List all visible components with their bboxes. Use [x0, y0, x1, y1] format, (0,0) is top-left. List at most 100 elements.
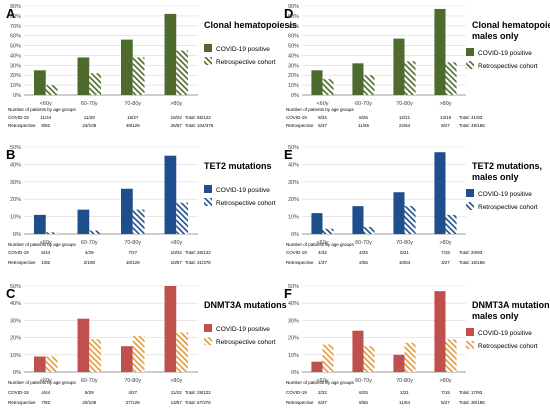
bar-retro: [176, 332, 188, 372]
y-tick-label: 70%: [10, 24, 21, 30]
legend-label: COVID-19 positive: [478, 191, 532, 198]
x-tick-label: 60-70y: [81, 101, 98, 107]
y-tick-label: 10%: [288, 353, 299, 359]
y-tick-label: 20%: [288, 336, 299, 342]
table-cell: 3/27: [441, 260, 450, 265]
legend-label: Retrospective cohort: [216, 339, 276, 346]
table-row-label: COVID-19: [8, 115, 29, 120]
panel-d: D 0% 10% 20% 30% 40% 50% 60% 70% 80% 90% <60y 60-70y…: [284, 4, 550, 128]
bar-retro: [445, 214, 457, 234]
panel-b: B 0% 10% 20% 30% 40% 50% <60y 60-70y 70-80y >80y TE…: [6, 145, 276, 265]
x-tick-label: 60-70y: [81, 240, 98, 246]
x-tick-label: 70-80y: [396, 378, 413, 384]
y-tick-label: 30%: [10, 318, 21, 324]
panel-letter: A: [6, 6, 16, 21]
table-cell: 48/129: [126, 123, 140, 128]
bar-retro: [89, 339, 101, 372]
x-tick-label: <60y: [40, 378, 52, 384]
bar-retro: [445, 339, 457, 372]
y-tick-label: 20%: [10, 197, 21, 203]
table-total: Total: 104/376: [185, 123, 214, 128]
chart-title: TET2 mutations: [204, 161, 272, 171]
y-tick-label: 30%: [288, 63, 299, 69]
y-tick-label: 10%: [10, 83, 21, 89]
bar-covid: [34, 70, 46, 95]
table-cell: 9/27: [441, 123, 450, 128]
table-cell: 13/57: [171, 400, 183, 405]
panel-c: C 0% 10% 20% 30% 40% 50% <60y 60-70y 70-80y >80y DN…: [6, 284, 287, 405]
table-row-label: COVID-19: [8, 390, 29, 395]
x-tick-label: >80y: [439, 378, 451, 384]
y-tick-label: 40%: [10, 162, 21, 168]
table-total: Total: 28/122: [185, 390, 211, 395]
table-header: Number of patients by age groups: [8, 242, 77, 247]
y-tick-label: 30%: [288, 180, 299, 186]
bar-retro: [176, 50, 188, 95]
bar-covid: [311, 70, 323, 95]
y-tick-label: 10%: [10, 353, 21, 359]
x-tick-label: >80y: [439, 240, 451, 246]
bar-covid: [121, 188, 133, 234]
table-cell: 2/108: [84, 260, 96, 265]
table-total: Total: 41/93: [459, 115, 483, 120]
table-cell: 10/22: [171, 250, 183, 255]
bar-covid: [77, 318, 90, 372]
legend-swatch: [466, 202, 474, 210]
table-header: Number of patients by age groups: [8, 107, 77, 112]
legend-swatch: [204, 57, 212, 65]
bar-retro: [132, 335, 145, 372]
bar-retro: [132, 57, 145, 95]
legend-swatch: [466, 61, 474, 69]
table-cell: 2/32: [318, 390, 327, 395]
y-tick-label: 10%: [288, 215, 299, 221]
y-tick-label: 20%: [10, 336, 21, 342]
table-header: Number of patients by age groups: [8, 380, 77, 385]
y-tick-label: 70%: [288, 24, 299, 30]
table-row-label: COVID-19: [286, 250, 307, 255]
table-row-label: Retrospective: [286, 123, 314, 128]
y-tick-label: 60%: [10, 34, 21, 40]
panel-f: F 0% 10% 20% 30% 40% 50% <60y 60-70y 70-80y >80y DN…: [284, 284, 550, 405]
y-tick-label: 20%: [288, 73, 299, 79]
table-cell: 6/37: [318, 400, 327, 405]
legend-swatch: [204, 44, 212, 52]
y-tick-label: 40%: [10, 301, 21, 307]
bar-covid: [311, 361, 323, 372]
legend-label: COVID-19 positive: [216, 187, 270, 194]
legend-swatch: [466, 48, 474, 56]
y-tick-label: 0%: [291, 370, 299, 376]
bar-covid: [164, 286, 177, 372]
y-tick-label: 60%: [288, 34, 299, 40]
table-cell: 11/64: [399, 400, 410, 405]
panel-letter: B: [6, 147, 15, 162]
table-row-label: Retrospective: [8, 260, 36, 265]
y-tick-label: 50%: [288, 145, 299, 151]
y-tick-label: 50%: [10, 145, 21, 151]
legend-swatch: [204, 198, 212, 206]
table-cell: 12/21: [399, 115, 411, 120]
table-cell: 4/44: [41, 390, 50, 395]
table-cell: 25/57: [171, 123, 183, 128]
bar-retro: [363, 75, 375, 95]
bar-retro: [89, 230, 101, 234]
y-tick-label: 40%: [10, 53, 21, 59]
table-cell: 11/29: [84, 115, 95, 120]
bar-retro: [445, 62, 457, 95]
table-cell: 1/37: [318, 260, 327, 265]
table-cell: 9/29: [85, 390, 94, 395]
y-tick-label: 20%: [288, 197, 299, 203]
table-cell: 6/25: [359, 390, 368, 395]
bar-retro: [176, 202, 188, 234]
table-header: Number of patients by age groups: [286, 242, 355, 247]
x-tick-label: >80y: [170, 240, 182, 246]
bar-covid: [164, 155, 177, 234]
x-tick-label: <60y: [316, 378, 328, 384]
x-tick-label: 70-80y: [124, 240, 141, 246]
x-tick-label: >80y: [170, 378, 182, 384]
table-cell: 11/44: [40, 115, 51, 120]
table-cell: 20/108: [82, 400, 96, 405]
legend-label: Retrospective cohort: [478, 63, 538, 70]
table-cell: 5/27: [441, 400, 450, 405]
legend-swatch: [466, 328, 474, 336]
